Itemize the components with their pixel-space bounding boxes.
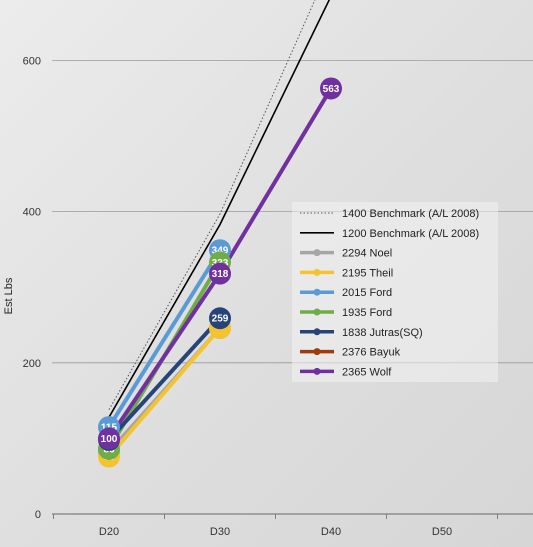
2365-wolf-marker — [98, 427, 120, 450]
1200-benchmark-a-l-2008-line — [108, 0, 331, 418]
legend-label: 2015 Ford — [342, 287, 392, 299]
legend-item-2365-wolf: 2365 Wolf — [300, 366, 392, 378]
legend-label: 1935 Ford — [342, 307, 392, 319]
legend-item-2015-ford: 2015 Ford — [300, 287, 392, 299]
lines-layer — [107, 0, 333, 458]
legend-swatch-marker — [313, 268, 321, 276]
1400-benchmark-a-l-2008-line — [108, 0, 316, 410]
legend-label: 1400 Benchmark (A/L 2008) — [342, 208, 479, 220]
x-tick-label: D30 — [210, 526, 230, 538]
legend-item-2294-noel: 2294 Noel — [300, 248, 392, 260]
legend: 1400 Benchmark (A/L 2008) 1200 Benchmark … — [292, 202, 498, 382]
legend-label: 2365 Wolf — [342, 366, 392, 378]
y-axis-ticks: 0 200 400 600 — [23, 55, 41, 521]
legend-label: 2294 Noel — [342, 248, 392, 260]
legend-swatch-marker — [313, 348, 321, 356]
1838-jutras-sq-line — [107, 316, 222, 442]
2365-wolf-marker — [320, 77, 342, 100]
2365-wolf-data-label: 100 — [101, 434, 118, 445]
2365-wolf-data-label: 318 — [212, 269, 229, 280]
2195-theil-line — [107, 326, 222, 458]
1838-jutras-sq-marker — [209, 307, 231, 330]
legend-item-1838-jutras-sq: 1838 Jutras(SQ) — [300, 327, 423, 339]
y-tick-label: 0 — [35, 509, 41, 521]
x-tick-label: D20 — [99, 526, 119, 538]
legend-swatch-marker — [313, 328, 321, 336]
y-tick-label: 600 — [23, 55, 41, 67]
2015-ford-data-label: 349 — [212, 246, 229, 257]
y-tick-label: 200 — [23, 358, 41, 370]
legend-swatch-marker — [313, 308, 321, 316]
2365-wolf-marker — [209, 262, 231, 285]
series-lines: 246827611534986333259100318563 — [98, 0, 342, 468]
y-tick-label: 400 — [23, 207, 41, 219]
legend-item-2376-bayuk: 2376 Bayuk — [300, 347, 401, 359]
legend-item-1200-benchmark-a-l-2008: 1200 Benchmark (A/L 2008) — [300, 228, 479, 240]
legend-label: 1200 Benchmark (A/L 2008) — [342, 228, 479, 240]
legend-swatch-marker — [313, 367, 321, 375]
legend-swatch-marker — [313, 249, 321, 257]
2365-wolf-data-label: 563 — [323, 84, 340, 95]
legend-label: 1838 Jutras(SQ) — [342, 327, 423, 339]
legend-swatch-marker — [313, 288, 321, 296]
legend-item-2195-theil: 2195 Theil — [300, 267, 393, 279]
1838-jutras-sq-data-label: 259 — [212, 314, 229, 325]
legend-label: 2376 Bayuk — [342, 347, 401, 359]
legend-item-1935-ford: 1935 Ford — [300, 307, 392, 319]
x-axis-ticks: D20 D30 D40 D50 — [53, 514, 498, 538]
x-tick-label: D50 — [432, 526, 452, 538]
legend-label: 2195 Theil — [342, 267, 393, 279]
y-axis-title: Est Lbs — [3, 277, 15, 314]
2015-ford-line — [107, 249, 222, 429]
legend-item-1400-benchmark-a-l-2008: 1400 Benchmark (A/L 2008) — [300, 208, 479, 220]
x-tick-label: D40 — [321, 526, 341, 538]
